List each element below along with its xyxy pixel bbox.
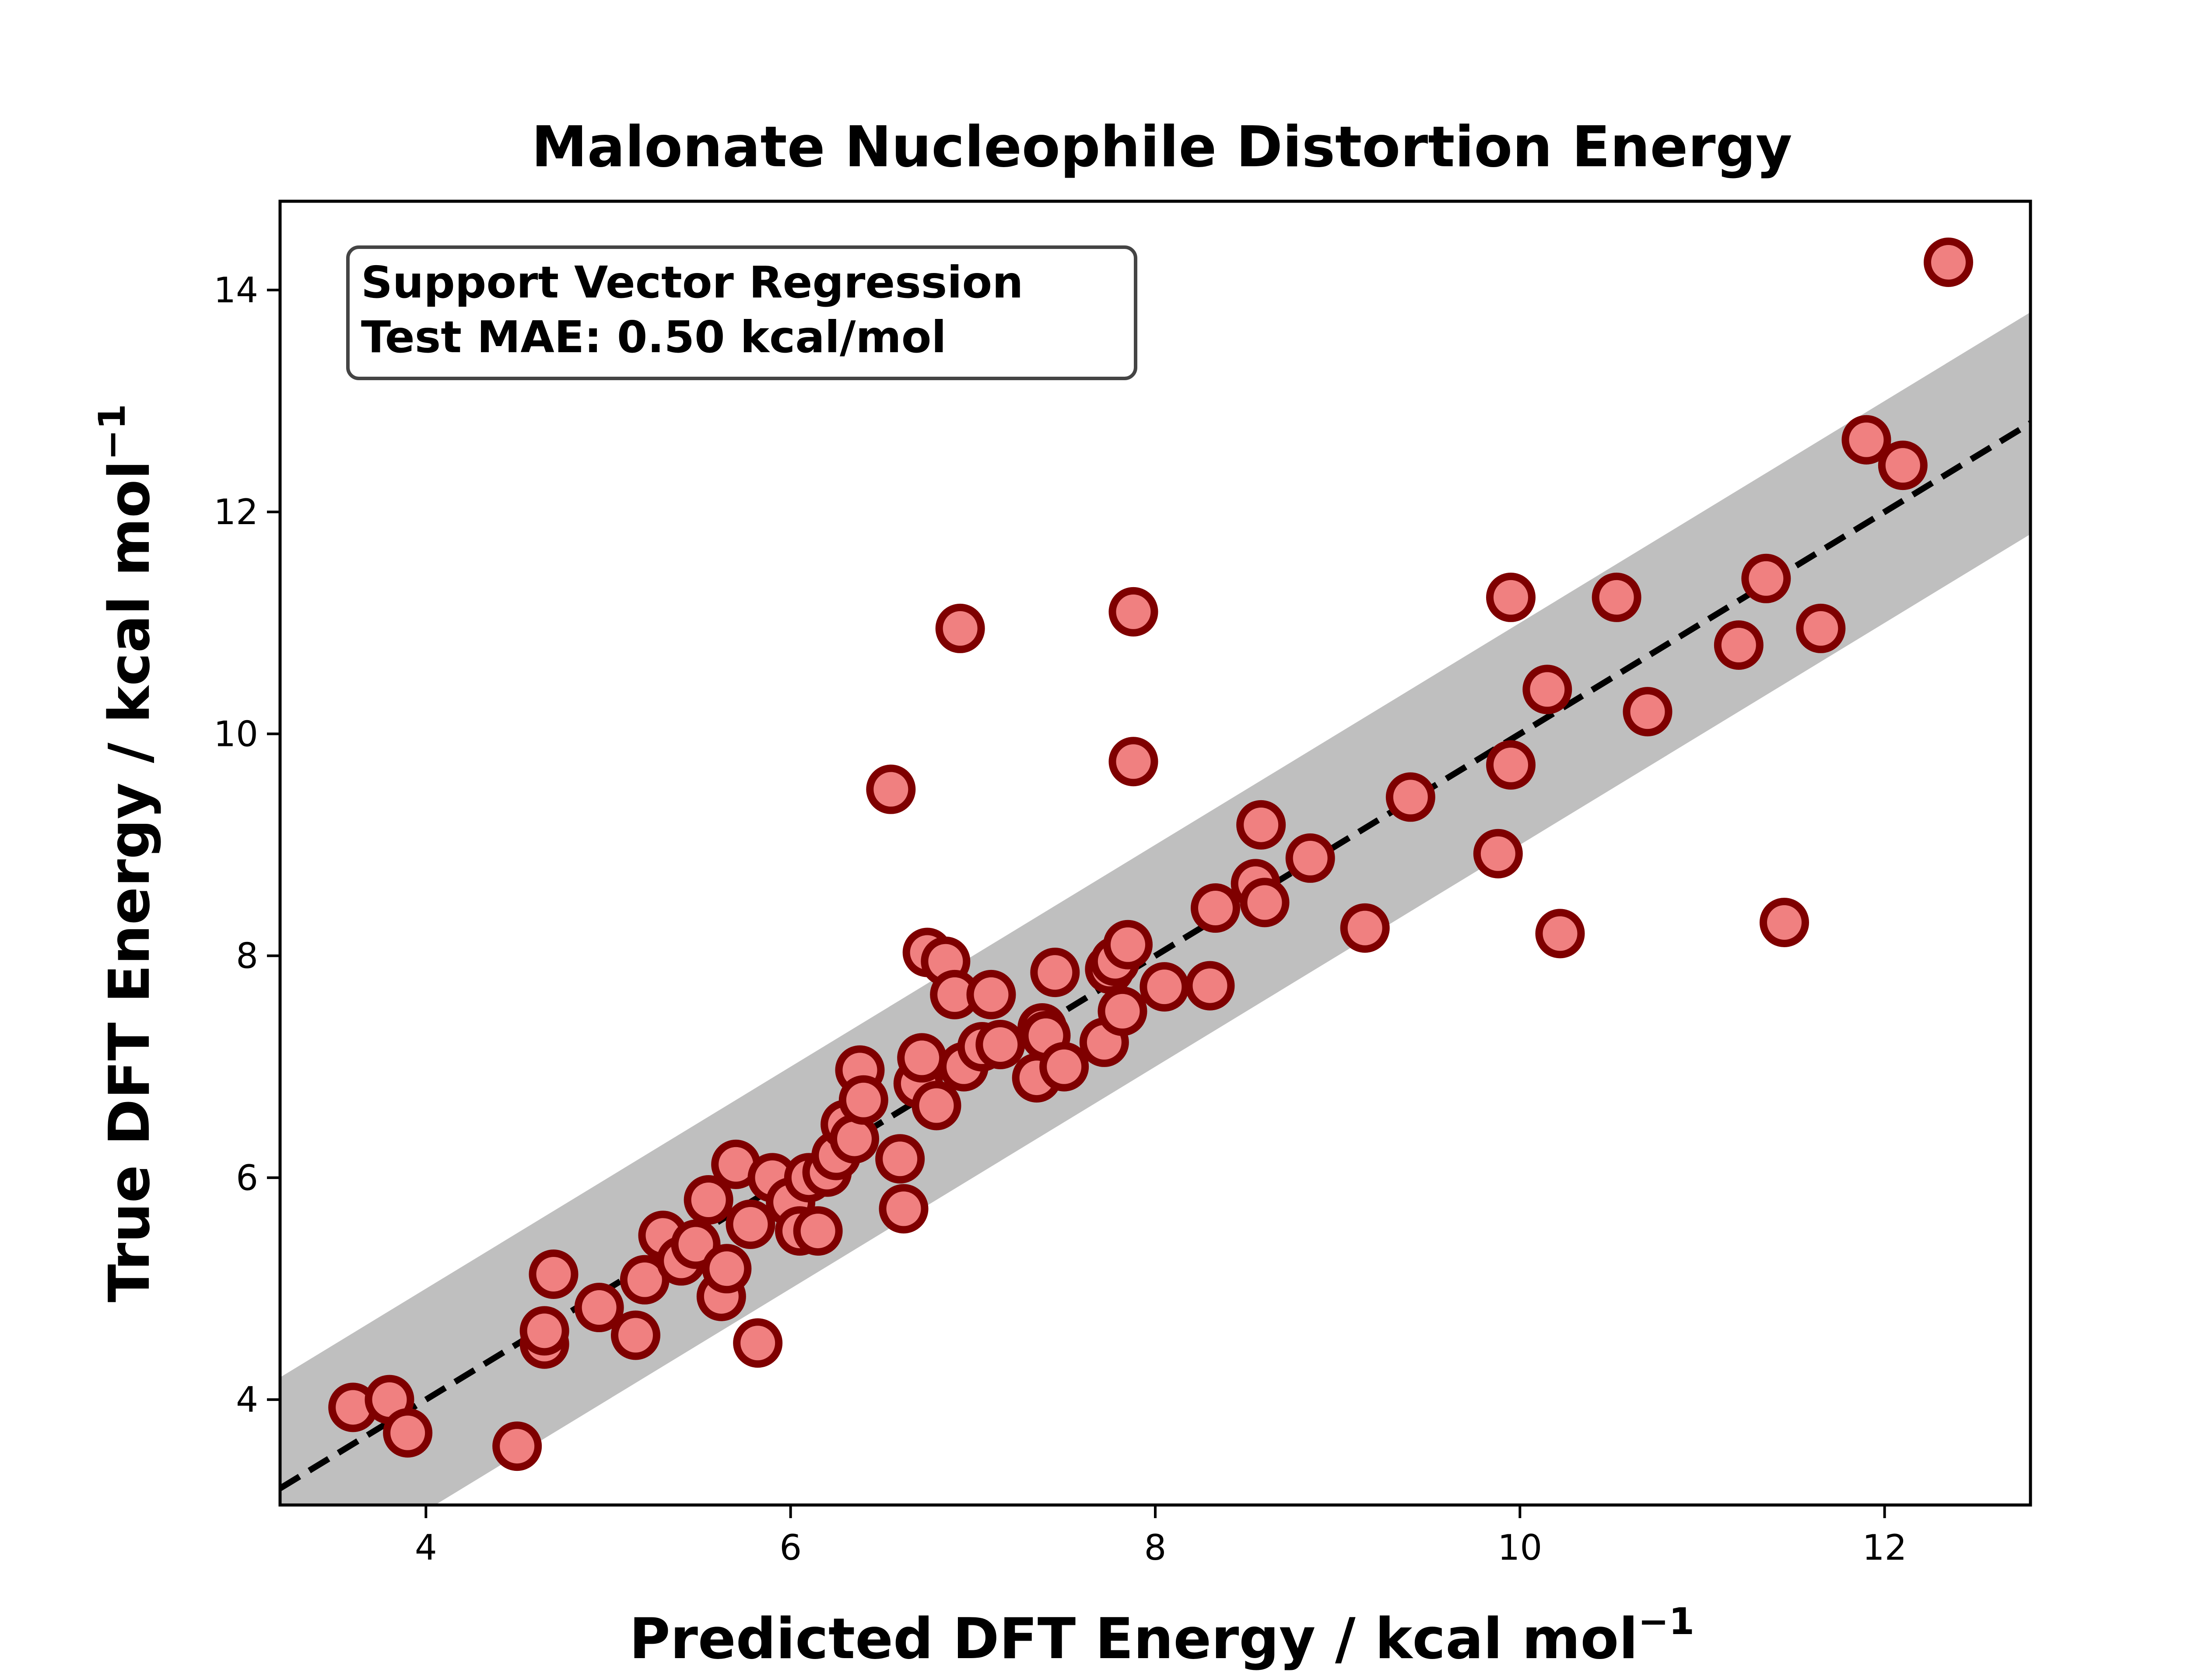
y-tick-label: 14: [214, 270, 258, 311]
identity-dashed-line: [278, 420, 2032, 1491]
data-point-74: [1741, 553, 1791, 603]
data-point-65: [1385, 772, 1435, 822]
data-point-40: [935, 603, 985, 653]
annotation-mae: Test MAE: 0.50 kcal/mol: [361, 312, 947, 363]
data-point-76: [1796, 603, 1846, 653]
data-point-30: [838, 1075, 888, 1125]
y-axis-label: True DFT Energy / kcal mol−1: [91, 404, 162, 1302]
data-point-75: [1760, 898, 1809, 948]
data-point-57: [1140, 962, 1189, 1012]
data-point-9: [611, 1310, 660, 1360]
data-point-62: [1240, 878, 1290, 928]
chart-title: Malonate Nucleophile Distortion Energy: [531, 115, 1792, 180]
data-point-69: [1522, 665, 1572, 714]
annotation-frame: [346, 245, 1137, 380]
x-tick-label: 4: [415, 1527, 437, 1568]
data-point-6: [519, 1306, 569, 1356]
data-point-58: [1185, 961, 1235, 1011]
data-point-59: [1191, 883, 1240, 933]
x-axis-label-superscript: −1: [1638, 1600, 1694, 1643]
x-tick-label: 12: [1862, 1527, 1907, 1568]
data-point-13: [671, 1219, 721, 1269]
data-point-7: [529, 1249, 579, 1299]
data-point-33: [879, 1184, 929, 1234]
data-point-37: [912, 1081, 961, 1130]
data-point-18: [726, 1199, 775, 1249]
data-point-49: [1039, 1042, 1089, 1092]
data-point-67: [1486, 572, 1536, 622]
data-point-44: [975, 1019, 1025, 1069]
plot-area: [278, 200, 2032, 1507]
data-points: [328, 237, 1973, 1471]
data-point-64: [1340, 903, 1390, 953]
data-point-61: [1236, 800, 1286, 850]
data-point-16: [702, 1244, 752, 1294]
data-point-32: [875, 1134, 925, 1184]
data-point-4: [492, 1421, 542, 1471]
data-point-55: [1108, 737, 1158, 787]
data-point-48: [1030, 948, 1080, 998]
data-point-14: [684, 1175, 733, 1225]
data-point-53: [1098, 986, 1147, 1036]
x-axis-label-text: Predicted DFT Energy / kcal mol: [629, 1606, 1638, 1672]
data-point-73: [1714, 620, 1764, 670]
data-point-8: [574, 1283, 624, 1333]
y-axis-ticks: 4 6 8 10 12 14: [214, 270, 280, 1420]
y-tick-label: 6: [236, 1158, 258, 1198]
y-tick-label: 12: [214, 492, 258, 532]
data-point-68: [1486, 740, 1536, 790]
data-point-54: [1103, 920, 1153, 970]
data-point-24: [793, 1206, 843, 1256]
y-tick-label: 8: [236, 936, 258, 976]
data-point-63: [1285, 833, 1335, 883]
data-point-56: [1108, 587, 1158, 637]
x-tick-label: 6: [779, 1527, 802, 1568]
data-point-19: [733, 1318, 783, 1368]
data-point-66: [1473, 829, 1523, 878]
data-point-43: [966, 970, 1016, 1019]
annotation-box: Support Vector Regression Test MAE: 0.50…: [346, 245, 1137, 380]
data-point-3: [383, 1408, 433, 1458]
y-axis-label-superscript: −1: [91, 404, 133, 460]
data-point-31: [866, 764, 916, 814]
data-point-77: [1841, 415, 1891, 465]
x-tick-label: 8: [1144, 1527, 1167, 1568]
data-point-28: [830, 1114, 879, 1164]
y-axis-label-text: True DFT Energy / kcal mol: [97, 460, 162, 1302]
x-axis-label: Predicted DFT Energy / kcal mol−1: [629, 1600, 1694, 1672]
x-tick-label: 10: [1497, 1527, 1542, 1568]
x-axis-ticks: 4 6 8 10 12: [415, 1505, 1907, 1568]
data-point-70: [1535, 909, 1585, 959]
data-point-72: [1623, 687, 1673, 737]
data-point-79: [1924, 237, 1973, 287]
data-point-71: [1592, 572, 1641, 622]
annotation-model-name: Support Vector Regression: [361, 257, 1023, 308]
y-tick-label: 4: [236, 1379, 258, 1420]
y-tick-label: 10: [214, 714, 258, 754]
data-point-35: [897, 1033, 947, 1083]
data-point-78: [1878, 441, 1928, 490]
